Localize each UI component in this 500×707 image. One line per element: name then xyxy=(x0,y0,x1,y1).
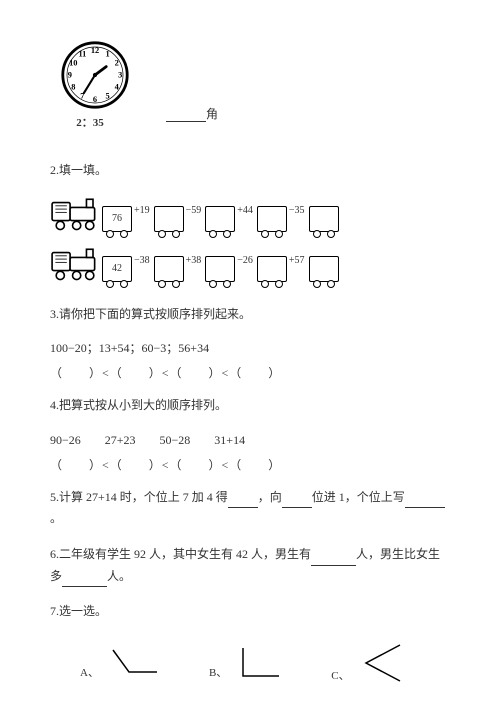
train2-start-value: 42 xyxy=(112,263,122,274)
svg-text:9: 9 xyxy=(68,71,72,80)
q5-blank-2[interactable] xyxy=(282,496,312,508)
q2-title: 2.填一填。 xyxy=(50,160,450,182)
train1-op-2: +44 xyxy=(237,205,253,216)
q7-option-b[interactable]: B、 xyxy=(209,646,281,680)
q5: 5.计算 27+14 时，个位上 7 加 4 得 ，向 位进 1，个位上写。 xyxy=(50,487,450,530)
angle-blank[interactable] xyxy=(166,110,206,122)
train1-car-3[interactable] xyxy=(257,206,287,232)
q5-part-2: 位进 1，个位上写 xyxy=(312,490,405,504)
svg-text:1: 1 xyxy=(106,50,110,59)
train1-start-car: 76 xyxy=(102,206,132,232)
svg-text:8: 8 xyxy=(71,83,75,92)
train2-car-4[interactable] xyxy=(309,256,339,282)
q3-expressions: 100−20；13+54；60−3；56+34 xyxy=(50,339,450,356)
q3-title: 3.请你把下面的算式按顺序排列起来。 xyxy=(50,304,450,326)
svg-text:2: 2 xyxy=(115,59,119,68)
angle-c-icon xyxy=(360,643,404,683)
train2-op-3: +57 xyxy=(289,255,305,266)
q6-part-2: 人。 xyxy=(107,569,131,583)
train1-car-4[interactable] xyxy=(309,206,339,232)
q6-part-0: 6.二年级有学生 92 人，其中女生有 42 人，男生有 xyxy=(50,547,311,561)
q7-title: 7.选一选。 xyxy=(50,601,450,623)
locomotive-icon xyxy=(50,196,100,232)
train2-op-2: −26 xyxy=(237,255,253,266)
angle-a-icon xyxy=(109,646,159,680)
train2-car-1[interactable] xyxy=(154,256,184,282)
train1-start-value: 76 xyxy=(112,213,122,224)
svg-text:12: 12 xyxy=(91,46,99,55)
angle-suffix: 角 xyxy=(206,107,218,121)
q6: 6.二年级有学生 92 人，其中女生有 42 人，男生有人，男生比女生多人。 xyxy=(50,544,450,587)
q5-part-1: ，向 xyxy=(258,490,282,504)
q5-part-0: 5.计算 27+14 时，个位上 7 加 4 得 xyxy=(50,490,228,504)
q7-options: A、 B、 C、 xyxy=(80,643,450,683)
svg-text:6: 6 xyxy=(93,95,97,104)
angle-blank-line: 角 xyxy=(166,105,218,122)
train1-op-3: −35 xyxy=(289,205,305,216)
clock-section: 12 1 2 3 4 5 6 7 8 9 10 11 xyxy=(50,40,450,130)
q5-blank-3[interactable] xyxy=(405,496,445,508)
svg-text:5: 5 xyxy=(106,92,110,101)
q5-blank-1[interactable] xyxy=(228,496,258,508)
clock-wrapper: 12 1 2 3 4 5 6 7 8 9 10 11 xyxy=(50,40,130,130)
train2-car-3[interactable] xyxy=(257,256,287,282)
q4-expressions: 90−26 27+23 50−28 31+14 xyxy=(50,431,450,448)
svg-text:3: 3 xyxy=(118,71,122,80)
train2-op-1: +38 xyxy=(186,255,202,266)
q3-parens[interactable]: （ ）<（ ）<（ ）<（ ） xyxy=(50,364,450,381)
q6-blank-2[interactable] xyxy=(62,575,107,587)
clock-time-label: 2：35 xyxy=(50,114,130,130)
train-row-1: 76 +19 −59 +44 −35 xyxy=(50,196,450,232)
train1-car-1[interactable] xyxy=(154,206,184,232)
train1-car-2[interactable] xyxy=(205,206,235,232)
train1-op-0: +19 xyxy=(134,205,150,216)
q5-part-3: 。 xyxy=(50,511,62,525)
q7-option-a[interactable]: A、 xyxy=(80,646,159,680)
angle-b-icon xyxy=(237,646,281,680)
q7-option-c[interactable]: C、 xyxy=(331,643,403,683)
svg-text:11: 11 xyxy=(78,50,86,59)
train2-car-2[interactable] xyxy=(205,256,235,282)
q4-title: 4.把算式按从小到大的顺序排列。 xyxy=(50,395,450,417)
locomotive-icon xyxy=(50,246,100,282)
train2-op-0: −38 xyxy=(134,255,150,266)
q6-blank-1[interactable] xyxy=(311,554,356,566)
train2-start-car: 42 xyxy=(102,256,132,282)
q4-parens[interactable]: （ ）<（ ）<（ ）<（ ） xyxy=(50,456,450,473)
svg-text:10: 10 xyxy=(69,59,77,68)
q7-label-a: A、 xyxy=(80,664,99,680)
clock-face: 12 1 2 3 4 5 6 7 8 9 10 11 xyxy=(60,40,130,110)
train1-op-1: −59 xyxy=(186,205,202,216)
q7-label-c: C、 xyxy=(331,667,349,683)
q7-label-b: B、 xyxy=(209,664,227,680)
clock-svg: 12 1 2 3 4 5 6 7 8 9 10 11 xyxy=(60,40,130,110)
train-row-2: 42 −38 +38 −26 +57 xyxy=(50,246,450,282)
